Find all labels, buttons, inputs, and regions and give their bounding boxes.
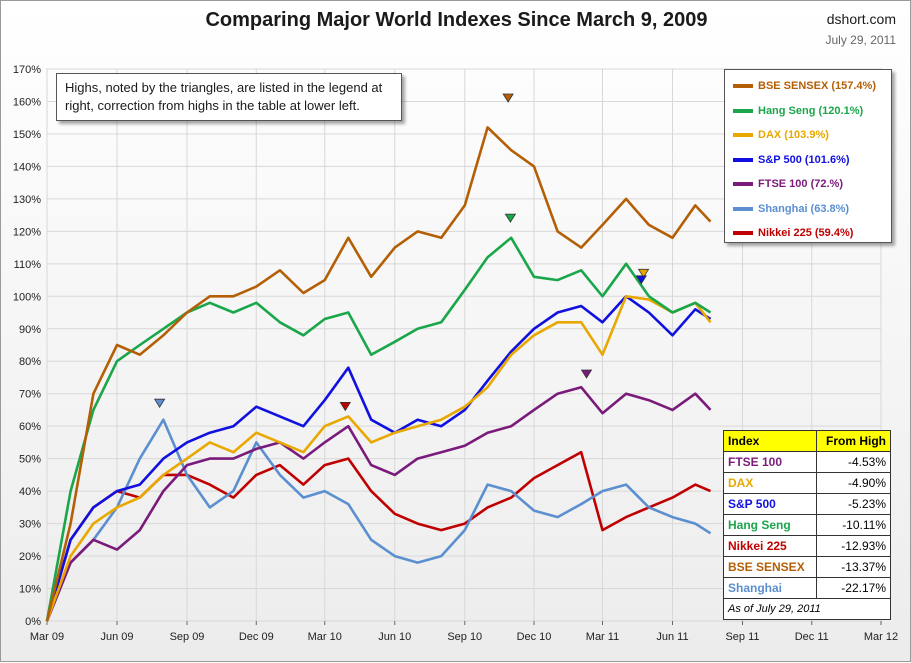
series-line-bse-sensex xyxy=(45,126,712,622)
x-tick-label: Mar 11 xyxy=(586,631,619,643)
table-row: FTSE 100 -4.53% xyxy=(723,451,891,473)
high-marker-triangle xyxy=(339,402,352,412)
y-tick-label: 20% xyxy=(19,551,41,563)
table-cell-name: FTSE 100 xyxy=(723,451,817,473)
chart-title: Comparing Major World Indexes Since Marc… xyxy=(205,9,708,31)
legend-label: FTSE 100 (72.%) xyxy=(758,178,843,191)
x-tick-label: Sep 11 xyxy=(725,631,759,643)
legend-swatch xyxy=(733,108,753,113)
y-tick-label: 10% xyxy=(19,584,41,596)
legend-swatch xyxy=(733,157,753,162)
table-cell-name: Shanghai xyxy=(723,577,817,599)
table-cell-name: S&P 500 xyxy=(723,493,817,515)
table-cell-name: Hang Seng xyxy=(723,514,817,536)
x-tick-label: Jun 09 xyxy=(100,631,133,643)
legend-label: BSE SENSEX (157.4%) xyxy=(758,80,876,93)
legend-label: Nikkei 225 (59.4%) xyxy=(758,227,854,240)
legend-swatch xyxy=(733,182,753,187)
legend-label: S&P 500 (101.6%) xyxy=(758,153,850,166)
legend-swatch xyxy=(733,84,753,89)
series-line-ftse-100 xyxy=(45,385,712,622)
table-header-from-high: From High xyxy=(815,430,891,452)
y-tick-label: 130% xyxy=(13,194,41,206)
x-tick-label: Jun 11 xyxy=(656,631,688,643)
legend-label: Shanghai (63.8%) xyxy=(758,202,850,215)
x-tick-label: Dec 11 xyxy=(795,631,829,643)
table-cell-value: -13.37% xyxy=(815,556,891,578)
x-tick-label: Sep 10 xyxy=(447,631,482,643)
brand-label: dshort.com xyxy=(826,11,896,27)
y-tick-label: 50% xyxy=(19,454,41,466)
legend-item: BSE SENSEX (157.4%) xyxy=(733,74,891,99)
legend-item: Hang Seng (120.1%) xyxy=(733,99,891,124)
legend-swatch xyxy=(733,133,753,138)
y-tick-label: 170% xyxy=(13,64,41,76)
x-tick-label: Mar 09 xyxy=(30,631,64,643)
series-line-shanghai xyxy=(45,418,712,622)
x-tick-label: Jun 10 xyxy=(378,631,411,643)
table-footer: As of July 29, 2011 xyxy=(723,598,891,620)
y-tick-label: 120% xyxy=(13,226,41,238)
high-marker-triangle xyxy=(637,268,650,279)
table-cell-value: -22.17% xyxy=(815,577,891,599)
legend-swatch xyxy=(733,206,753,211)
y-tick-label: 100% xyxy=(13,291,41,303)
correction-table: Index From High FTSE 100 -4.53% DAX -4.90%… xyxy=(723,430,891,620)
high-marker-triangle xyxy=(153,398,166,408)
y-tick-label: 70% xyxy=(19,389,41,401)
y-tick-label: 110% xyxy=(14,259,42,271)
y-tick-label: 140% xyxy=(13,161,41,173)
table-cell-value: -12.93% xyxy=(815,535,891,557)
legend-item: DAX (103.9%) xyxy=(733,123,891,148)
table-cell-value: -4.90% xyxy=(815,472,891,494)
table-row: DAX -4.90% xyxy=(723,472,891,494)
table-row: BSE SENSEX -13.37% xyxy=(723,556,891,578)
y-tick-label: 150% xyxy=(13,129,41,141)
y-tick-label: 30% xyxy=(19,519,41,531)
x-tick-label: Dec 10 xyxy=(517,631,552,643)
x-tick-label: Dec 09 xyxy=(239,631,274,643)
high-marker-triangle xyxy=(580,369,593,379)
table-cell-value: -5.23% xyxy=(815,493,891,515)
table-header-index: Index xyxy=(723,430,817,452)
y-tick-label: 90% xyxy=(19,324,41,336)
x-tick-label: Mar 12 xyxy=(864,631,898,643)
y-tick-label: 0% xyxy=(25,616,41,628)
legend: BSE SENSEX (157.4%) Hang Seng (120.1%) D… xyxy=(724,69,892,243)
y-tick-label: 80% xyxy=(19,356,41,368)
high-marker-triangle xyxy=(502,93,514,103)
legend-item: Nikkei 225 (59.4%) xyxy=(733,221,891,246)
legend-swatch xyxy=(733,231,753,236)
legend-item: S&P 500 (101.6%) xyxy=(733,148,891,173)
table-row: S&P 500 -5.23% xyxy=(723,493,891,515)
table-footer-row: As of July 29, 2011 xyxy=(723,598,891,620)
table-cell-value: -10.11% xyxy=(815,514,891,536)
table-row: Nikkei 225 -12.93% xyxy=(723,535,891,557)
x-tick-label: Mar 10 xyxy=(308,631,342,643)
table-row: Shanghai -22.17% xyxy=(723,577,891,599)
series-line-hang-seng xyxy=(45,236,712,622)
legend-item: FTSE 100 (72.%) xyxy=(733,172,891,197)
table-cell-name: DAX xyxy=(723,472,817,494)
legend-item: Shanghai (63.8%) xyxy=(733,197,891,222)
table-cell-name: BSE SENSEX xyxy=(723,556,817,578)
series-line-dax xyxy=(45,294,712,622)
table-header-row: Index From High xyxy=(723,430,891,452)
legend-label: DAX (103.9%) xyxy=(758,129,829,142)
x-tick-label: Sep 09 xyxy=(170,631,205,643)
high-marker-triangle xyxy=(635,275,648,285)
y-tick-label: 160% xyxy=(13,96,41,108)
series-line-s-p-500 xyxy=(45,294,712,622)
table-row: Hang Seng -10.11% xyxy=(723,514,891,536)
date-label: July 29, 2011 xyxy=(825,33,897,47)
table-cell-value: -4.53% xyxy=(815,451,891,473)
high-marker-triangle xyxy=(504,213,517,223)
y-tick-label: 40% xyxy=(19,486,41,498)
table-cell-name: Nikkei 225 xyxy=(723,535,817,557)
annotation-note: Highs, noted by the triangles, are liste… xyxy=(56,73,402,121)
y-tick-label: 60% xyxy=(19,421,41,433)
legend-label: Hang Seng (120.1%) xyxy=(758,104,864,117)
